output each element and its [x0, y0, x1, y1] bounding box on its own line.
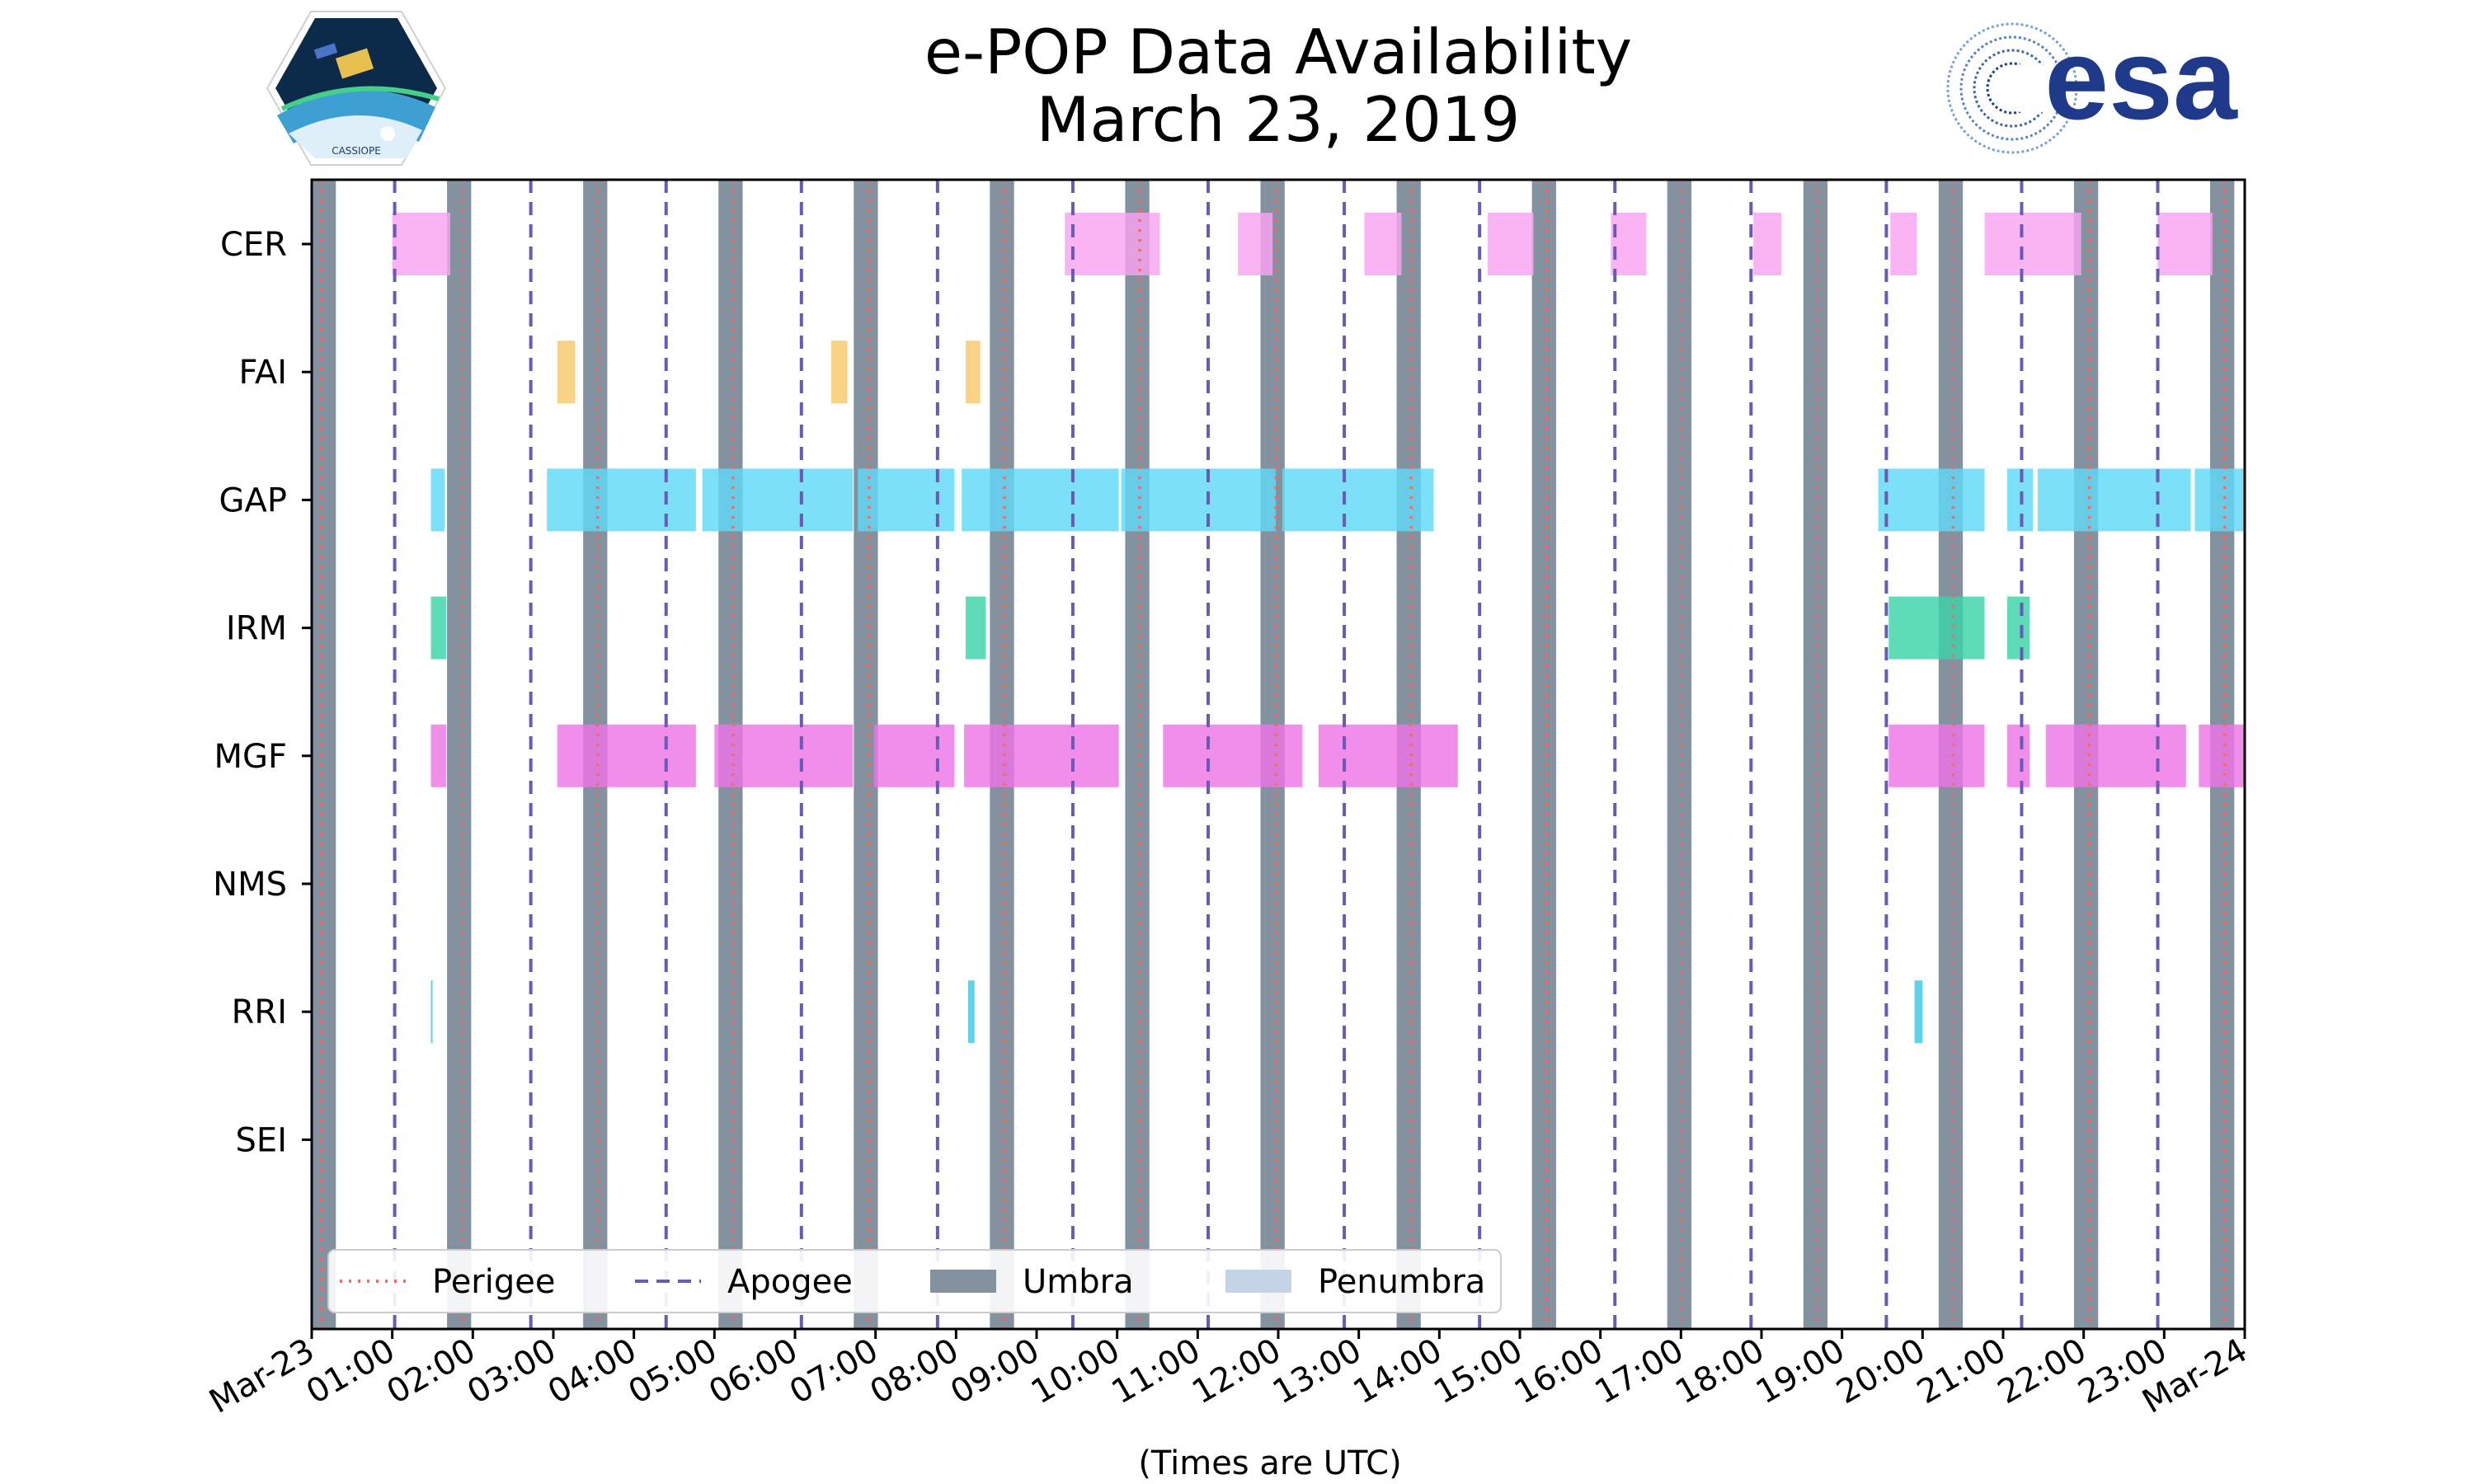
availability-bar-rri [430, 980, 433, 1044]
legend-label: Apogee [727, 1263, 853, 1301]
availability-bar-cer [1611, 213, 1647, 275]
availability-bar-mgf [2045, 724, 2186, 787]
availability-bar-cer [392, 213, 450, 275]
availability-bar-cer [1753, 213, 1782, 275]
availability-bar-cer [1890, 213, 1917, 275]
x-tick-label: 02:00 [380, 1331, 482, 1411]
orbit-event-lines [319, 180, 2227, 1329]
availability-bar-cer [1487, 213, 1534, 275]
availability-bar-gap [2037, 468, 2191, 532]
availability-bar-mgf [2199, 724, 2245, 787]
umbra-band [312, 180, 336, 1329]
y-tick-label: MGF [214, 738, 287, 776]
x-tick-label: 22:00 [1992, 1331, 2093, 1411]
availability-bar-irm [2006, 596, 2030, 660]
y-tick-label: FAI [239, 354, 288, 392]
y-tick-label: NMS [213, 866, 287, 904]
availability-bar-mgf [2006, 724, 2030, 787]
umbra-band [1803, 180, 1828, 1329]
availability-bar-fai [557, 340, 576, 404]
availability-bar-fai [830, 340, 848, 404]
availability-bar-irm [430, 596, 447, 660]
availability-bar-gap [702, 468, 854, 532]
y-tick-label: GAP [219, 481, 287, 519]
y-tick-label: CER [220, 226, 287, 264]
x-tick-label: 17:00 [1588, 1331, 1690, 1411]
availability-bar-mgf [557, 724, 696, 787]
svg-text:esa: esa [2044, 18, 2238, 143]
umbra-band [1531, 180, 1556, 1329]
x-axis-label: (Times are UTC) [1138, 1444, 1402, 1482]
availability-bar-mgf [1888, 724, 1985, 787]
y-tick-label: SEI [236, 1121, 287, 1159]
availability-bar-gap [1878, 468, 1985, 532]
legend-penumbra-swatch [1225, 1270, 1291, 1293]
y-tick-label: IRM [226, 610, 287, 648]
x-tick-label: 14:00 [1347, 1331, 1448, 1411]
availability-bar-mgf [964, 724, 1119, 787]
cassiope-logo: CASSIOPE [266, 11, 447, 166]
x-tick-label: 03:00 [461, 1331, 562, 1411]
chart-title: e-POP Data Availability March 23, 2019 [0, 18, 2474, 153]
x-tick-label: 15:00 [1427, 1331, 1529, 1411]
availability-bar-cer [1238, 213, 1273, 275]
title-line-2: March 23, 2019 [1036, 83, 1521, 156]
x-tick-label: 01:00 [300, 1331, 402, 1411]
legend-label: Perigee [432, 1263, 555, 1301]
availability-bar-gap [1282, 468, 1434, 532]
availability-bar-mgf [1318, 724, 1458, 787]
esa-logo: esa [1946, 18, 2238, 154]
x-tick-label: 05:00 [622, 1331, 723, 1411]
x-tick-label: 06:00 [703, 1331, 804, 1411]
x-tick-label: 18:00 [1669, 1331, 1771, 1411]
x-tick-label: 19:00 [1750, 1331, 1851, 1411]
availability-bar-mgf [1163, 724, 1303, 787]
availability-bar-gap [430, 468, 445, 532]
availability-bar-cer [1984, 213, 2081, 275]
umbra-band [1125, 180, 1150, 1329]
x-tick-label: 16:00 [1508, 1331, 1610, 1411]
umbra-band [447, 180, 472, 1329]
x-tick-label: 08:00 [863, 1331, 965, 1411]
y-tick-label: RRI [232, 993, 287, 1031]
x-tick-label: 12:00 [1186, 1331, 1287, 1411]
availability-bar-rri [967, 980, 975, 1044]
availability-bar-fai [966, 340, 981, 404]
x-tick-label: 13:00 [1267, 1331, 1368, 1411]
legend: Perigee Apogee Umbra Penumbra [327, 1249, 1502, 1313]
availability-bar-rri [1914, 980, 1923, 1044]
availability-bars [392, 213, 2245, 1044]
availability-bar-irm [966, 596, 986, 660]
x-tick-label: 21:00 [1911, 1331, 2012, 1411]
availability-bar-mgf [873, 724, 955, 787]
availability-bar-cer [2157, 213, 2213, 275]
umbra-band [1667, 180, 1692, 1329]
availability-bar-cer [1364, 213, 1402, 275]
legend-label: Umbra [1023, 1263, 1134, 1301]
svg-text:CASSIOPE: CASSIOPE [332, 145, 381, 157]
legend-frame [327, 1249, 1502, 1313]
availability-bar-mgf [430, 724, 447, 787]
availability-bar-gap [1121, 468, 1277, 532]
availability-bar-gap [2194, 468, 2245, 532]
title-line-1: e-POP Data Availability [924, 16, 1633, 88]
availability-bar-gap [858, 468, 955, 532]
availability-bar-mgf [714, 724, 854, 787]
x-tick-label: 07:00 [783, 1331, 885, 1411]
x-tick-label: 10:00 [1025, 1331, 1126, 1411]
availability-bar-gap [962, 468, 1119, 532]
legend-umbra-swatch [930, 1270, 996, 1293]
legend-label: Penumbra [1318, 1263, 1485, 1301]
x-tick-label: 11:00 [1105, 1331, 1206, 1411]
x-tick-label: 04:00 [542, 1331, 643, 1411]
x-tick-label: 20:00 [1830, 1331, 1931, 1411]
availability-bar-gap [547, 468, 696, 532]
x-tick-label: 09:00 [944, 1331, 1046, 1411]
availability-bar-cer [1065, 213, 1160, 275]
availability-bar-irm [1888, 596, 1985, 660]
